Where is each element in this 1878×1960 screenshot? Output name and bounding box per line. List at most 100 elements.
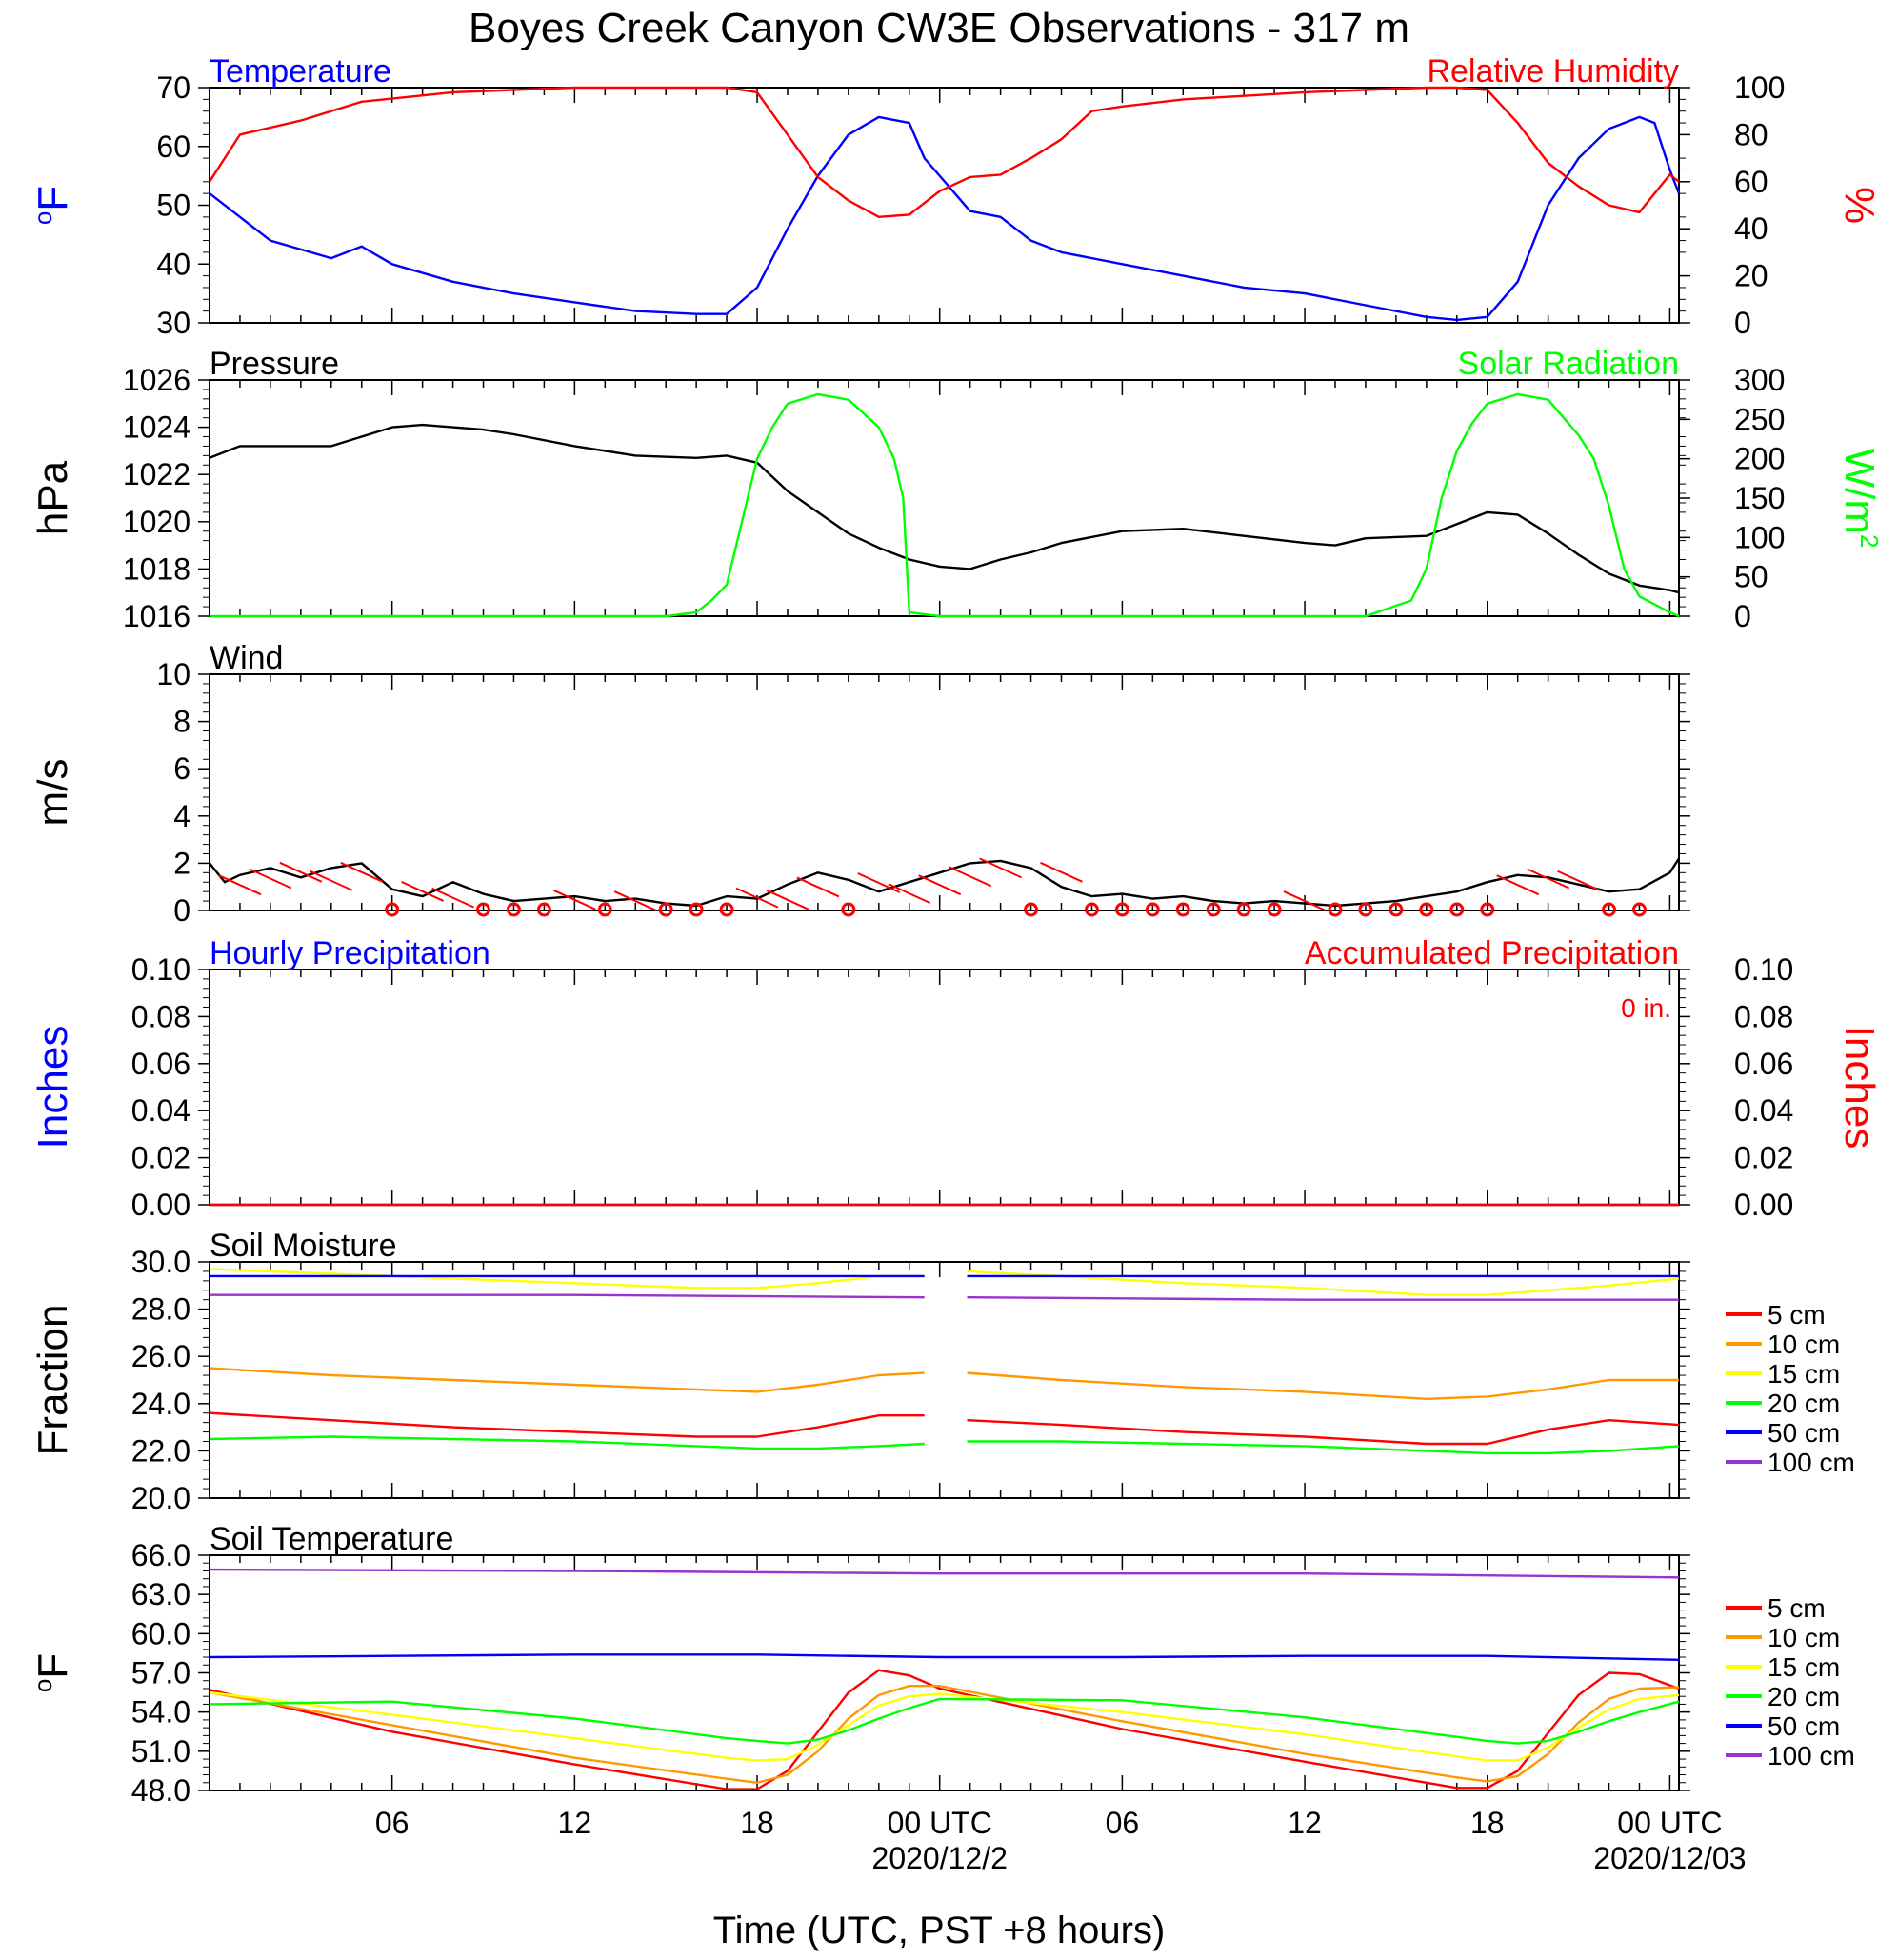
- panel-title-right: Relative Humidity: [1427, 53, 1679, 90]
- y2-tick-label: 50: [1734, 560, 1768, 594]
- x-axis-label: Time (UTC, PST +8 hours): [713, 1910, 1166, 1951]
- y-label-f: F: [30, 1653, 76, 1679]
- y-tick-label: 0.02: [131, 1141, 190, 1175]
- y-tick-label: 60: [156, 130, 190, 164]
- y-tick-label: 66.0: [131, 1538, 190, 1572]
- y2-axis-label: W/m2: [1836, 449, 1878, 549]
- wind-barb: [796, 876, 840, 898]
- y-tick-label: 4: [173, 799, 190, 833]
- wind-barb-calm: [385, 902, 400, 917]
- y-tick-label: 0.04: [131, 1093, 190, 1128]
- wind-barb: [735, 887, 779, 909]
- y-tick-label: 0.10: [131, 952, 190, 987]
- wind-barb-calm: [1358, 902, 1373, 917]
- y2-tick-label: 0.04: [1734, 1093, 1793, 1128]
- y-tick-label: 28.0: [131, 1292, 190, 1327]
- series-line-4: [209, 1435, 1680, 1455]
- y2-tick-label: 0.06: [1734, 1047, 1793, 1081]
- y-axis-label: oF: [29, 186, 76, 225]
- legend-label: 50 cm: [1768, 1711, 1840, 1741]
- y-tick-label: 1018: [123, 551, 190, 586]
- panel-frame: [209, 673, 1680, 911]
- wind-barb: [766, 889, 809, 910]
- x-tick-label: 00 UTC: [1617, 1806, 1722, 1840]
- x-date-label: 2020/12/03: [1593, 1841, 1746, 1875]
- y-label-o: o: [29, 211, 57, 225]
- y-tick-label: 60.0: [131, 1616, 190, 1650]
- y2-axis-label: Inches: [1836, 1026, 1878, 1150]
- panel-title-left: Temperature: [210, 53, 391, 90]
- wind-barb: [918, 874, 962, 896]
- y2-label-text: Inches: [1836, 1026, 1878, 1150]
- y2-tick-label: 20: [1734, 259, 1768, 293]
- panel-2: 1016 1018 1020 1022 1024 1026 0 50 100 150 200 250 3…: [30, 346, 1878, 633]
- x-date-label: 2020/12/2: [872, 1841, 1008, 1875]
- wind-barb: [979, 857, 1023, 879]
- y2-tick-label: 0.00: [1734, 1188, 1793, 1222]
- wind-barb: [279, 861, 323, 883]
- y2-tick-label: 0: [1734, 599, 1751, 633]
- y-tick-label: 6: [173, 751, 190, 786]
- wind-barb: [340, 861, 384, 883]
- panel-5: 20.0 22.0 24.0 26.0 28.0 30.0 Soil Moisture Fra…: [30, 1228, 1855, 1515]
- wind-barb: [249, 868, 292, 890]
- legend-label: 15 cm: [1768, 1652, 1840, 1682]
- legend-label: 100 cm: [1768, 1448, 1855, 1477]
- y2-tick-label: 60: [1734, 165, 1768, 199]
- y-tick-label: 2: [173, 846, 190, 880]
- legend-label: 50 cm: [1768, 1418, 1840, 1448]
- y2-tick-label: 0.08: [1734, 999, 1793, 1033]
- x-tick-label: 00 UTC: [888, 1806, 992, 1840]
- panel-title-left: Hourly Precipitation: [210, 935, 490, 971]
- y-tick-label: 40: [156, 247, 190, 281]
- wind-barb-calm: [1084, 902, 1099, 917]
- y2-tick-label: 0.10: [1734, 952, 1793, 987]
- wind-barb-calm: [1419, 902, 1434, 917]
- series-line-2: [210, 392, 1680, 618]
- y2-label-sup: 2: [1855, 534, 1878, 548]
- series-line-1: [209, 115, 1681, 322]
- y2-tick-label: 300: [1734, 363, 1785, 397]
- legend-label: 100 cm: [1768, 1741, 1855, 1770]
- y-tick-label: 24.0: [131, 1387, 190, 1421]
- y-label-o: o: [29, 1679, 57, 1692]
- wind-barb: [310, 870, 353, 891]
- y2-tick-label: 40: [1734, 211, 1768, 246]
- wind-barb: [218, 874, 262, 896]
- y2-label-text: %: [1836, 187, 1878, 224]
- wind-barb-calm: [1145, 902, 1160, 917]
- chart-title: Boyes Creek Canyon CW3E Observations - 3…: [469, 5, 1409, 51]
- wind-barb: [1283, 890, 1327, 911]
- y2-axis-label: %: [1836, 187, 1878, 224]
- x-tick-label: 18: [1470, 1806, 1505, 1840]
- wind-barb-calm: [1175, 902, 1190, 917]
- wind-barb-calm: [1480, 902, 1495, 917]
- wind-barb: [552, 889, 596, 910]
- y-tick-label: 26.0: [131, 1339, 190, 1373]
- series-line-1: [209, 1669, 1680, 1790]
- y-tick-label: 0.00: [131, 1188, 190, 1222]
- y-tick-label: 54.0: [131, 1695, 190, 1730]
- y2-tick-label: 100: [1734, 520, 1785, 554]
- y2-tick-label: 200: [1734, 442, 1785, 476]
- wind-barb: [1557, 870, 1600, 891]
- y-axis-label: Fraction: [30, 1305, 76, 1456]
- wind-barb: [857, 872, 901, 893]
- wind-barb-calm: [1449, 902, 1465, 917]
- y-tick-label: 1020: [123, 505, 190, 539]
- series-line-2: [209, 1367, 1679, 1400]
- y2-tick-label: 0.02: [1734, 1141, 1793, 1175]
- legend-label: 5 cm: [1768, 1300, 1826, 1330]
- wind-barb-calm: [1389, 902, 1404, 917]
- series-line-6: [209, 1568, 1680, 1579]
- wind-barb: [1040, 861, 1083, 883]
- x-tick-label: 06: [1106, 1806, 1140, 1840]
- panel-title-left: Soil Temperature: [210, 1521, 453, 1557]
- y-axis-label: oF: [29, 1653, 76, 1692]
- panel-title-right: Solar Radiation: [1458, 346, 1679, 382]
- wind-barb: [613, 890, 657, 911]
- y-tick-label: 20.0: [131, 1481, 190, 1515]
- wind-barb-calm: [689, 902, 704, 917]
- x-tick-label: 12: [1288, 1806, 1322, 1840]
- panel-4: 0.00 0.02 0.04 0.06 0.08 0.10 0.00 0.02 0.04 0.06…: [30, 935, 1878, 1222]
